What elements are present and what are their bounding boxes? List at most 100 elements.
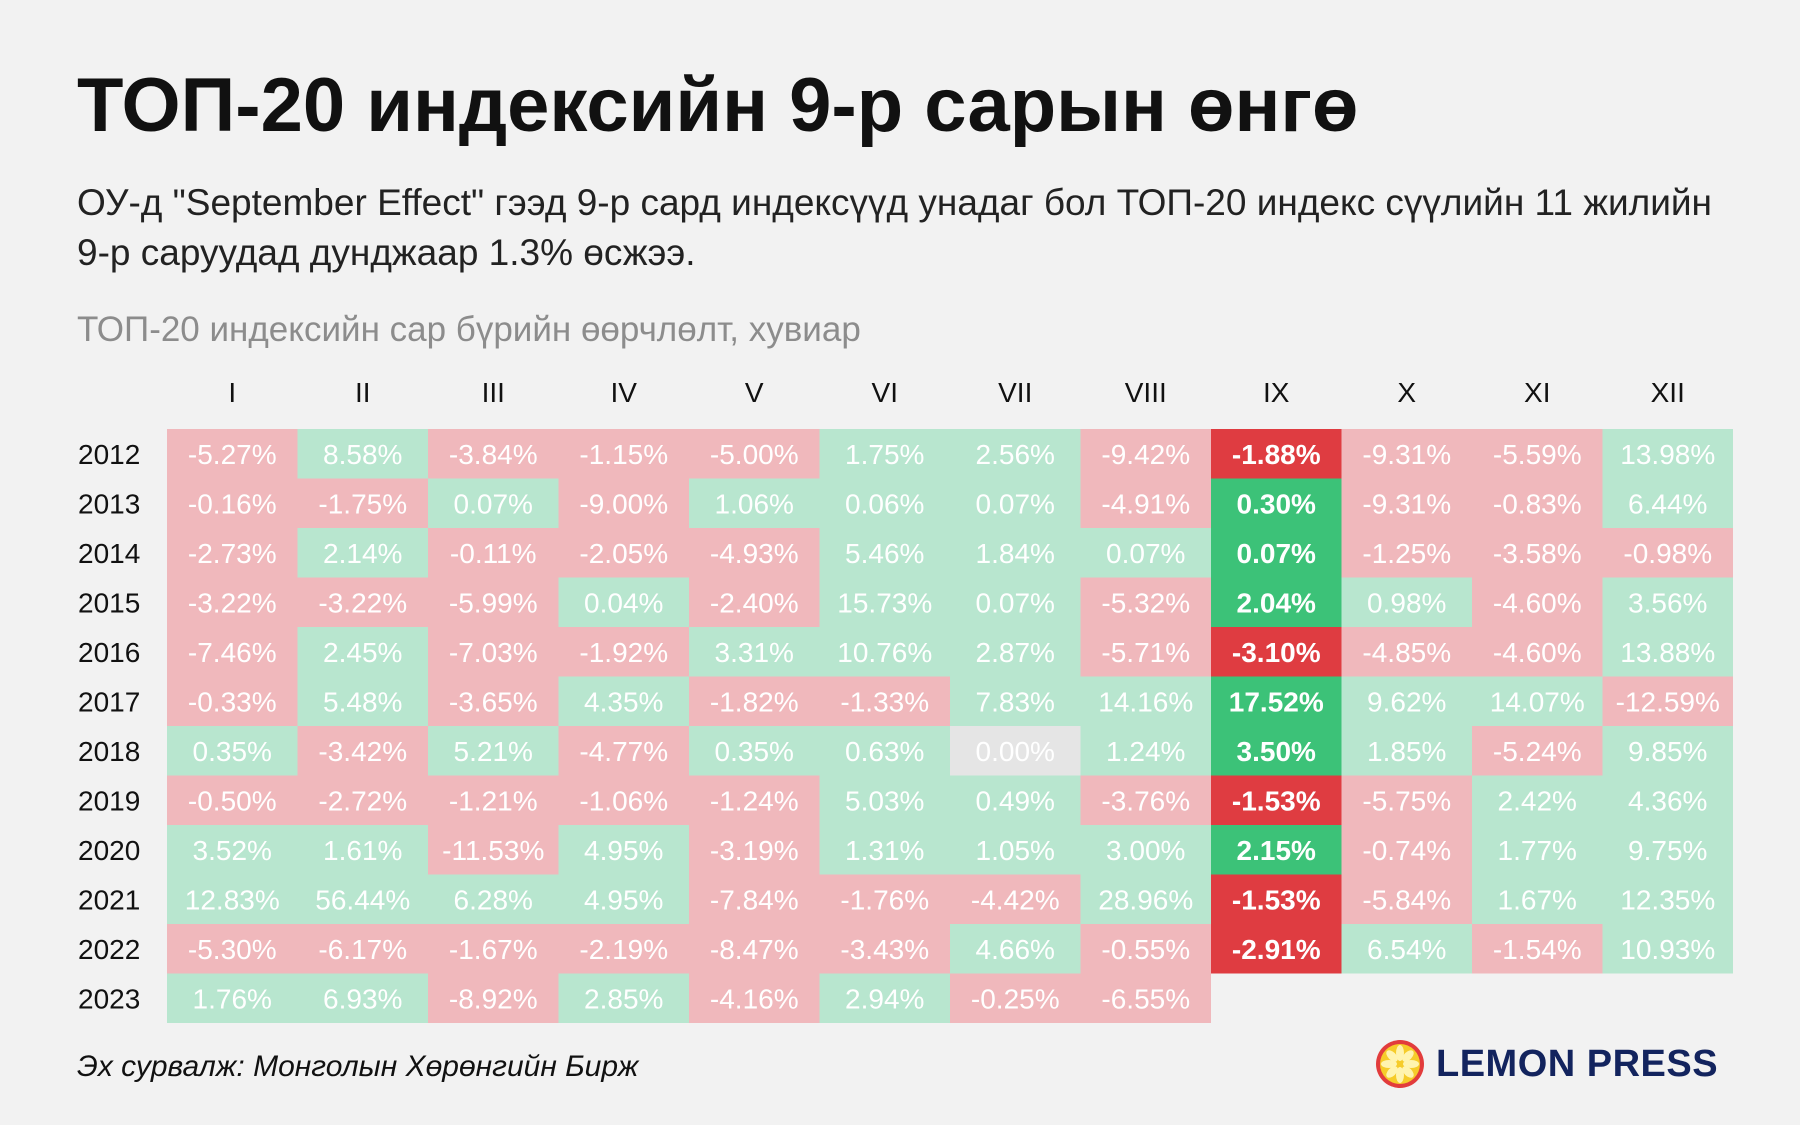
- heatmap-cell: [1080, 874, 1211, 924]
- row-label: 2021: [78, 884, 140, 915]
- cell-value-label: -1.76%: [840, 884, 929, 915]
- cell-value-label: -9.42%: [1101, 439, 1190, 470]
- row-label: 2017: [78, 686, 140, 717]
- cell-value-label: -7.03%: [449, 637, 538, 668]
- heatmap-cell: [428, 627, 559, 677]
- heatmap-cell: [819, 627, 950, 677]
- row-label: 2013: [78, 488, 140, 519]
- heatmap-cell: [297, 726, 428, 776]
- cell-value-label: -0.33%: [188, 686, 277, 717]
- cell-value-label: -0.55%: [1101, 934, 1190, 965]
- heatmap-cell: [819, 478, 950, 528]
- cell-value-label: 1.67%: [1498, 884, 1577, 915]
- cell-value-label: -5.00%: [710, 439, 799, 470]
- logo-text: LEMON PRESS: [1436, 1042, 1719, 1085]
- heatmap-cell: [819, 825, 950, 875]
- heatmap-cell: [1080, 924, 1211, 974]
- heatmap-cell: [1080, 478, 1211, 528]
- cell-value-label: 2.45%: [323, 637, 402, 668]
- cell-value-label: 8.58%: [323, 439, 402, 470]
- cell-value-label: 6.54%: [1367, 934, 1446, 965]
- heatmap-cell: [1472, 478, 1603, 528]
- column-header: X: [1397, 377, 1416, 408]
- heatmap-cell: [1341, 676, 1472, 726]
- heatmap-cell: [1602, 874, 1733, 924]
- heatmap-cell: [1341, 874, 1472, 924]
- heatmap-cell: [1341, 528, 1472, 578]
- cell-value-label: 56.44%: [315, 884, 410, 915]
- cell-value-label: -1.53%: [1232, 785, 1321, 816]
- cell-value-label: 1.24%: [1106, 736, 1185, 767]
- heatmap-cell: [1472, 627, 1603, 677]
- cell-value-label: 7.83%: [976, 686, 1055, 717]
- cell-value-label: 0.35%: [715, 736, 794, 767]
- heatmap-cell: [558, 528, 689, 578]
- cell-value-label: 1.05%: [976, 835, 1055, 866]
- heatmap-cell: [167, 429, 298, 479]
- lemon-slice-icon: [1376, 1040, 1424, 1088]
- heatmap-cell: [1080, 775, 1211, 825]
- cell-value-label: 1.84%: [976, 538, 1055, 569]
- column-header: XII: [1651, 377, 1685, 408]
- cell-value-label: -8.47%: [710, 934, 799, 965]
- cell-value-label: -4.60%: [1493, 637, 1582, 668]
- heatmap-cell: [1472, 528, 1603, 578]
- heatmap-chart: I II III IV V VI VII VIII IX X XI XII20122013201420…: [78, 377, 1733, 1023]
- cell-value-label: 0.35%: [193, 736, 272, 767]
- cell-value-label: -6.17%: [318, 934, 407, 965]
- cell-value-label: -2.40%: [710, 587, 799, 618]
- cell-value-label: 2.14%: [323, 538, 402, 569]
- heatmap-cell: [297, 528, 428, 578]
- heatmap-cell: [950, 973, 1081, 1023]
- heatmap-cell: [167, 528, 298, 578]
- cell-value-label: -0.25%: [971, 983, 1060, 1014]
- heatmap-cell: [689, 528, 820, 578]
- cell-value-label: 2.56%: [976, 439, 1055, 470]
- cell-value-label: -1.67%: [449, 934, 538, 965]
- heatmap-cell: [428, 973, 559, 1023]
- heatmap-cell: [1341, 924, 1472, 974]
- heatmap-cell: [819, 577, 950, 627]
- heatmap-cell: [297, 775, 428, 825]
- cell-value-label: 13.88%: [1620, 637, 1715, 668]
- column-header: I: [228, 377, 236, 408]
- heatmap-cell: [1211, 528, 1342, 578]
- cell-value-label: 3.52%: [193, 835, 272, 866]
- heatmap-cell: [558, 478, 689, 528]
- cell-value-label: -0.16%: [188, 488, 277, 519]
- heatmap-cell: [1602, 429, 1733, 479]
- heatmap-cell: [1602, 924, 1733, 974]
- cell-value-label: 17.52%: [1229, 686, 1324, 717]
- heatmap-cell: [297, 478, 428, 528]
- cell-value-label: -1.82%: [710, 686, 799, 717]
- cell-value-label: 9.75%: [1628, 835, 1707, 866]
- cell-value-label: 6.44%: [1628, 488, 1707, 519]
- cell-value-label: 4.36%: [1628, 785, 1707, 816]
- heatmap-cell: [689, 676, 820, 726]
- cell-value-label: 15.73%: [837, 587, 932, 618]
- heatmap-cell: [1602, 676, 1733, 726]
- cell-value-label: 5.21%: [454, 736, 533, 767]
- cell-value-label: 5.03%: [845, 785, 924, 816]
- cell-value-label: 0.07%: [1237, 538, 1316, 569]
- heatmap-cell: [167, 478, 298, 528]
- heatmap-cell: [1080, 676, 1211, 726]
- column-header: V: [745, 377, 764, 408]
- cell-value-label: -4.91%: [1101, 488, 1190, 519]
- cell-value-label: 4.35%: [584, 686, 663, 717]
- heatmap-cell: [167, 775, 298, 825]
- logo: LEMON PRESS: [1374, 1038, 1718, 1090]
- cell-value-label: 13.98%: [1620, 439, 1715, 470]
- cell-value-label: 0.98%: [1367, 587, 1446, 618]
- heatmap-cell: [689, 825, 820, 875]
- cell-value-label: 1.61%: [323, 835, 402, 866]
- heatmap-cell: [950, 676, 1081, 726]
- cell-value-label: 0.30%: [1237, 488, 1316, 519]
- cell-value-label: -7.84%: [710, 884, 799, 915]
- heatmap-cell: [689, 874, 820, 924]
- heatmap-cell: [1211, 775, 1342, 825]
- cell-value-label: 12.83%: [185, 884, 280, 915]
- heatmap-cell: [558, 676, 689, 726]
- cell-value-label: -3.65%: [449, 686, 538, 717]
- column-header: IV: [611, 377, 638, 408]
